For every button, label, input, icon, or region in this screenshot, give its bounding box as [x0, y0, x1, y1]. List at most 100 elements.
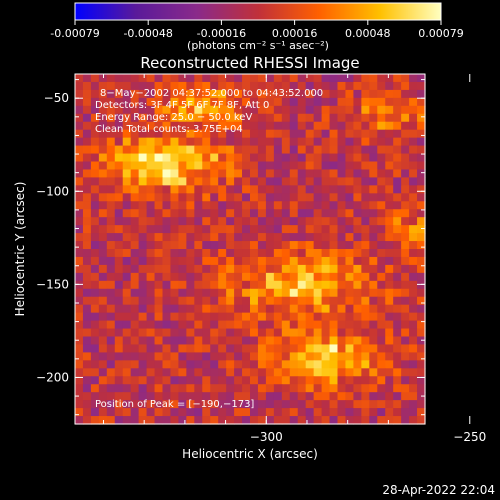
heatmap-cell [130, 288, 140, 298]
heatmap-cell [146, 169, 156, 178]
heatmap-cell [321, 225, 331, 234]
heatmap-cell [82, 209, 92, 218]
heatmap-cell [186, 312, 195, 322]
heatmap-cell [75, 296, 84, 306]
heatmap-cell [154, 177, 164, 186]
heatmap-cell [75, 392, 84, 401]
heatmap-cell [138, 74, 148, 83]
heatmap-cell [98, 169, 108, 178]
heatmap-cell [393, 296, 402, 306]
heatmap-cell [393, 280, 402, 290]
heatmap-cell [202, 416, 211, 425]
heatmap-cell [313, 312, 323, 322]
heatmap-cell [369, 233, 378, 242]
heatmap-cell [345, 304, 354, 314]
heatmap-cell [361, 416, 370, 425]
heatmap-cell [194, 185, 203, 194]
heatmap-cell [289, 256, 299, 266]
heatmap-cell [130, 296, 140, 306]
heatmap-cell [321, 336, 331, 346]
heatmap-cell [257, 121, 267, 131]
heatmap-cell [130, 137, 140, 147]
heatmap-cell [146, 201, 156, 210]
heatmap-cell [170, 217, 179, 226]
heatmap-cell [82, 201, 92, 210]
heatmap-cell [329, 233, 339, 242]
heatmap-cell [170, 105, 179, 115]
heatmap-cell [114, 416, 124, 425]
heatmap-cell [393, 360, 402, 369]
heatmap-cell [361, 392, 370, 401]
heatmap-cell [138, 145, 148, 155]
heatmap-cell [90, 296, 100, 306]
heatmap-cell [98, 408, 108, 417]
heatmap-cell [250, 193, 259, 202]
heatmap-cell [361, 280, 370, 290]
heatmap-cell [273, 256, 283, 266]
heatmap-cell [178, 288, 187, 298]
heatmap-cell [297, 320, 307, 330]
heatmap-cell [337, 233, 347, 242]
heatmap-cell [218, 185, 227, 194]
heatmap-cell [218, 129, 227, 139]
heatmap-cell [162, 185, 172, 194]
heatmap-cell [377, 312, 386, 322]
heatmap-cell [178, 384, 187, 393]
heatmap-cell [281, 320, 291, 330]
heatmap-cell [361, 74, 370, 83]
heatmap-cell [170, 288, 179, 298]
heatmap-cell [122, 296, 132, 306]
heatmap-cell [337, 105, 347, 115]
heatmap-cell [297, 368, 307, 377]
heatmap-cell [194, 153, 203, 163]
heatmap-cell [106, 400, 116, 409]
heatmap-cell [417, 400, 426, 409]
heatmap-cell [313, 288, 323, 298]
heatmap-cell [289, 185, 299, 194]
heatmap-cell [242, 74, 251, 83]
heatmap-cell [250, 296, 259, 306]
heatmap-cell [98, 328, 108, 338]
heatmap-cell [90, 320, 100, 330]
heatmap-cell [305, 209, 315, 218]
heatmap-cell [281, 392, 291, 401]
heatmap-cell [385, 344, 394, 353]
heatmap-cell [202, 105, 211, 115]
heatmap-cell [273, 74, 283, 83]
heatmap-cell [265, 129, 275, 139]
heatmap-cell [226, 376, 235, 385]
heatmap-cell [393, 201, 402, 210]
heatmap-cell [202, 74, 211, 83]
heatmap-cell [361, 169, 370, 178]
heatmap-cell [186, 296, 195, 306]
heatmap-cell [257, 280, 267, 290]
heatmap-cell [138, 129, 148, 139]
heatmap-cell [361, 249, 370, 258]
heatmap-cell [122, 97, 132, 107]
annotations: 8−May−2002 04:37:52.000 to 04:43:52.000 … [95, 88, 323, 410]
heatmap-cell [202, 384, 211, 393]
heatmap-cell [289, 105, 299, 115]
footer-timestamp: 28-Apr-2022 22:04 [382, 483, 495, 497]
heatmap-cell [186, 249, 195, 258]
heatmap-cell [122, 225, 132, 234]
heatmap-cell [369, 328, 378, 338]
heatmap-cell [265, 185, 275, 194]
heatmap-cell [226, 161, 235, 171]
y-tick-label: −200 [36, 370, 69, 384]
heatmap-cell [265, 249, 275, 258]
heatmap-cell [162, 392, 172, 401]
heatmap-cell [138, 153, 148, 163]
heatmap-cell [321, 400, 331, 409]
heatmap-cell [178, 177, 187, 186]
heatmap-cell [162, 352, 172, 361]
heatmap-cell [321, 137, 331, 147]
heatmap-cell [178, 74, 187, 83]
heatmap-cell [178, 249, 187, 258]
heatmap-cell [194, 145, 203, 155]
heatmap-cell [353, 209, 362, 218]
heatmap-cell [337, 225, 347, 234]
heatmap-cell [401, 209, 410, 218]
heatmap-cell [265, 193, 275, 202]
heatmap-cell [337, 328, 347, 338]
